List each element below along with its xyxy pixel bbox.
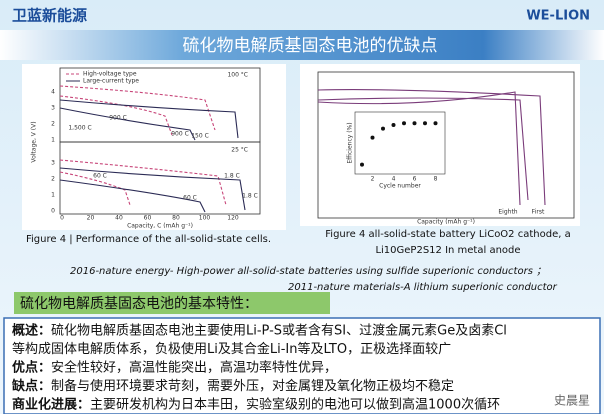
right-curves [317, 89, 546, 206]
inset-point [433, 121, 438, 126]
curve-label: 1.8 C [242, 193, 258, 200]
x-tick-label: 120 [227, 215, 239, 222]
curve-label: 1.8 C [224, 173, 240, 180]
item-text: 制备与使用环境要求苛刻，需要外压，对金属锂及氧化物正极均不稳定 [51, 378, 454, 394]
caption: Figure 4 all-solid-state battery LiCoO2 … [325, 229, 570, 240]
x-tick-label: 80 [172, 215, 180, 222]
watermark: 史晨星 [554, 394, 590, 408]
logo: 卫蓝新能源 [12, 7, 87, 25]
curve-label: 900 C [171, 131, 189, 138]
curve-label: 60 C [93, 173, 107, 180]
cycle-label: First [532, 209, 545, 216]
y-tick-label: 3 [51, 160, 55, 167]
caption: Figure 4 | Performance of the all-solid-… [26, 234, 271, 245]
inset-point [360, 162, 364, 167]
left-curves [59, 85, 246, 213]
inset-point [423, 121, 427, 126]
temp-label: 25 °C [231, 147, 248, 154]
inset [354, 111, 446, 175]
y-tick-label: 1 [51, 137, 55, 144]
item-text: 主要研发机构为日本丰田，实验室级别的电池可以做到高温1000次循环 [90, 397, 500, 413]
inset-x-tick: 2 [371, 176, 375, 183]
x-tick-label: 100 [199, 215, 211, 222]
y-tick-label: 2 [51, 121, 55, 128]
y-tick-label: 0 [51, 208, 55, 215]
curve-label: 1,500 C [68, 125, 91, 132]
section-box [14, 292, 330, 314]
inset-point [381, 126, 385, 131]
y-tick-label: 3 [51, 105, 55, 112]
temp-label: 100 °C [227, 72, 248, 79]
y-tick-label: 1 [51, 192, 55, 199]
item-label: 缺点： [11, 378, 51, 394]
x-label: Capacity, C (mAh g⁻¹) [127, 223, 193, 230]
x-tick-label: 20 [87, 215, 95, 222]
section-title: 硫化物电解质基固态电池的基本特性： [20, 295, 258, 312]
y-label: Voltage, V (V) [31, 121, 38, 162]
curve-label: 900 C [109, 115, 127, 122]
inset-point [391, 123, 396, 127]
caption: Li10GeP2S12 In metal anode [375, 245, 520, 256]
legend-label: Large-current type [83, 78, 139, 85]
left-axes [59, 67, 261, 215]
x-label: Capacity (mAh g⁻¹) [417, 219, 475, 226]
y-tick-label: 2 [51, 176, 55, 183]
figure-left [22, 64, 286, 230]
slide-title: 硫化物电解质基固态电池的优缺点 [183, 36, 438, 56]
inset-x-tick: 6 [413, 176, 417, 183]
inset-x-tick: 8 [434, 176, 438, 183]
inset-point [412, 121, 417, 126]
inset-point [402, 121, 406, 126]
cycle-label: Eighth [498, 209, 517, 216]
reference: 2016-nature energy- High-power all-solid… [70, 266, 546, 277]
title-band [0, 30, 604, 60]
text-box [3, 317, 601, 414]
item-label: 优点： [12, 360, 51, 376]
inset-x-tick: 4 [392, 176, 396, 183]
item-text: 硫化物电解质基固态电池主要使用Li-P-S或者含有SI、过渡金属元素Ge及卤素C… [51, 323, 507, 339]
curve-label: 60 C [183, 195, 197, 202]
item-label: 概述： [12, 323, 51, 339]
right-axes [317, 71, 575, 219]
inset-x-label: Cycle number [379, 183, 421, 190]
item-text: 等构成固体电解质体系，负极使用Li及其合金Li-In等及LTO，正极选择面较广 [12, 341, 451, 357]
brand: WE-LION [526, 9, 590, 24]
inset-y-label: Efficiency (%) [347, 122, 354, 163]
reference: 2011-nature materials-A lithium superion… [288, 282, 558, 293]
item-text: 安全性较好，高温性能突出，高温功率特性优异， [51, 360, 337, 376]
inset-point [370, 135, 375, 140]
curve-label: 150 C [191, 133, 209, 140]
legend-label: High-voltage type [83, 71, 137, 78]
x-tick-label: 40 [115, 215, 123, 222]
x-tick-label: 60 [144, 215, 152, 222]
item-label: 商业化进展： [12, 397, 90, 413]
y-tick-label: 4 [51, 89, 55, 96]
x-tick-label: 0 [60, 215, 64, 222]
